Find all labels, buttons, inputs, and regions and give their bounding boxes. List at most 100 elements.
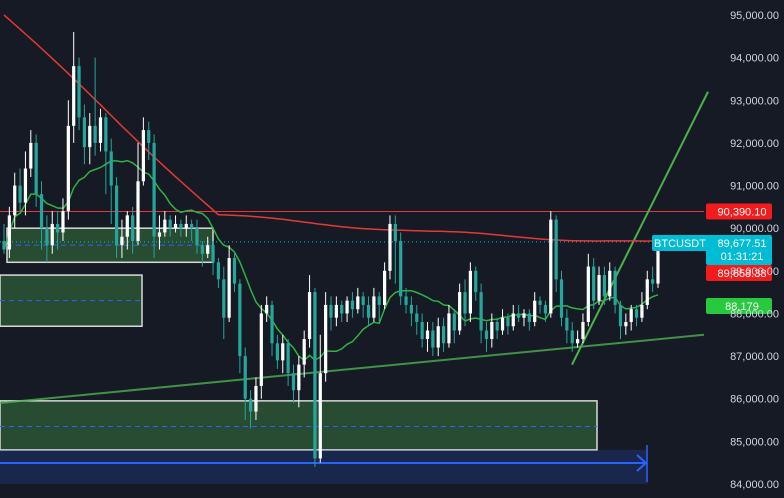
demand-zone (0, 400, 598, 451)
candle-body (23, 168, 28, 203)
candle-body (109, 151, 113, 186)
candle-body (265, 304, 269, 314)
candle-body (114, 185, 119, 246)
candle-body (200, 245, 204, 254)
symbol-tag-bg (652, 235, 708, 251)
candle-body (393, 223, 397, 241)
candle-body (388, 223, 392, 271)
candle-body (206, 245, 210, 254)
candle-body (575, 339, 580, 344)
candle-body (377, 296, 381, 305)
candle-body (18, 185, 22, 203)
symbol-tag: BTCUSDT (652, 235, 708, 251)
candle-body (608, 270, 612, 297)
candle-body (458, 292, 462, 331)
candle-body (281, 343, 285, 361)
candle-body (286, 343, 290, 374)
candle-body (222, 279, 226, 318)
ma-fast-price-tag: 88,179 (706, 298, 772, 314)
candle-body (173, 223, 178, 229)
price-tick-label: 88,000.00 (730, 308, 779, 320)
candle-body (329, 304, 333, 318)
candle-body (248, 398, 253, 412)
candle-body (190, 223, 194, 229)
candle-body (232, 258, 237, 284)
candle-body (324, 304, 328, 374)
candle-body (597, 275, 601, 301)
candle-body (592, 266, 596, 301)
candle-body (350, 300, 355, 310)
candle-body (82, 117, 87, 148)
candle-body (93, 125, 97, 143)
resistance-price-tag-bg (706, 203, 772, 220)
candle-body (372, 296, 376, 318)
candle-body (302, 339, 306, 365)
candle-body (45, 228, 49, 246)
candle-body (399, 240, 403, 297)
candle-body (7, 215, 11, 250)
candle-body (404, 296, 408, 305)
candle-body (88, 125, 92, 148)
resistance-price-tag: 90,390.10 (706, 203, 772, 220)
candle-body (270, 304, 274, 344)
candle-body (66, 125, 70, 212)
candle-body (366, 304, 371, 318)
price-tick-label: 94,000.00 (730, 53, 779, 65)
price-tick-label: 90,000.00 (730, 223, 779, 235)
ma-slow-price-tag: 89,658.38 (706, 265, 772, 281)
candle-body (500, 317, 505, 331)
price-tick-label: 85,000.00 (730, 436, 779, 448)
zones-layer (0, 227, 648, 484)
candle-body (618, 304, 623, 327)
candle-body (34, 142, 38, 195)
candle-body (533, 300, 537, 322)
candle-body (227, 258, 231, 318)
candle-body (495, 321, 499, 331)
candle-body (152, 142, 156, 237)
candle-body (254, 385, 258, 412)
candle-body (216, 262, 221, 280)
candle-body (527, 313, 531, 322)
price-tick-label: 93,000.00 (730, 95, 779, 107)
countdown-text: 01:31:21 (721, 251, 764, 263)
candle-body (157, 232, 162, 237)
candle-body (50, 223, 54, 246)
candle-body (184, 223, 188, 229)
range-tool-box (0, 449, 648, 484)
candle-body (361, 296, 365, 305)
candle-body (340, 304, 344, 314)
candle-body (259, 313, 263, 386)
ma-slow-line (3, 14, 658, 242)
candle-body (570, 330, 574, 344)
candle-body (624, 321, 628, 327)
range-tool-arrowhead (636, 454, 648, 472)
price-axis[interactable]: 95,000.00 94,000.00 93,000.00 92,000.00 91,0… (730, 10, 779, 491)
lower-trendline (0, 333, 705, 404)
candle-body (431, 330, 435, 348)
price-tick-label: 92,000.00 (730, 138, 779, 150)
candle-body (163, 219, 167, 233)
candle-body (522, 313, 526, 318)
candle-body (425, 330, 430, 340)
candle-body (565, 317, 569, 331)
candle-body (318, 373, 322, 459)
candle-body (29, 142, 33, 169)
candle-body (61, 211, 65, 233)
candle-body (238, 283, 242, 357)
candle-body (120, 236, 124, 246)
candle-body (275, 343, 280, 361)
candle-body (441, 326, 446, 344)
candle-body (463, 292, 467, 314)
candle-body (211, 245, 215, 263)
candle-body (645, 279, 649, 305)
candle-body (629, 309, 633, 322)
candle-body (382, 270, 387, 305)
candle-body (104, 117, 108, 152)
candle-body (125, 215, 129, 237)
symbol-tag-text: BTCUSDT (654, 238, 706, 250)
candle-body (586, 266, 590, 322)
price-tick-label: 86,000.00 (730, 394, 779, 406)
candle-body (291, 373, 296, 391)
